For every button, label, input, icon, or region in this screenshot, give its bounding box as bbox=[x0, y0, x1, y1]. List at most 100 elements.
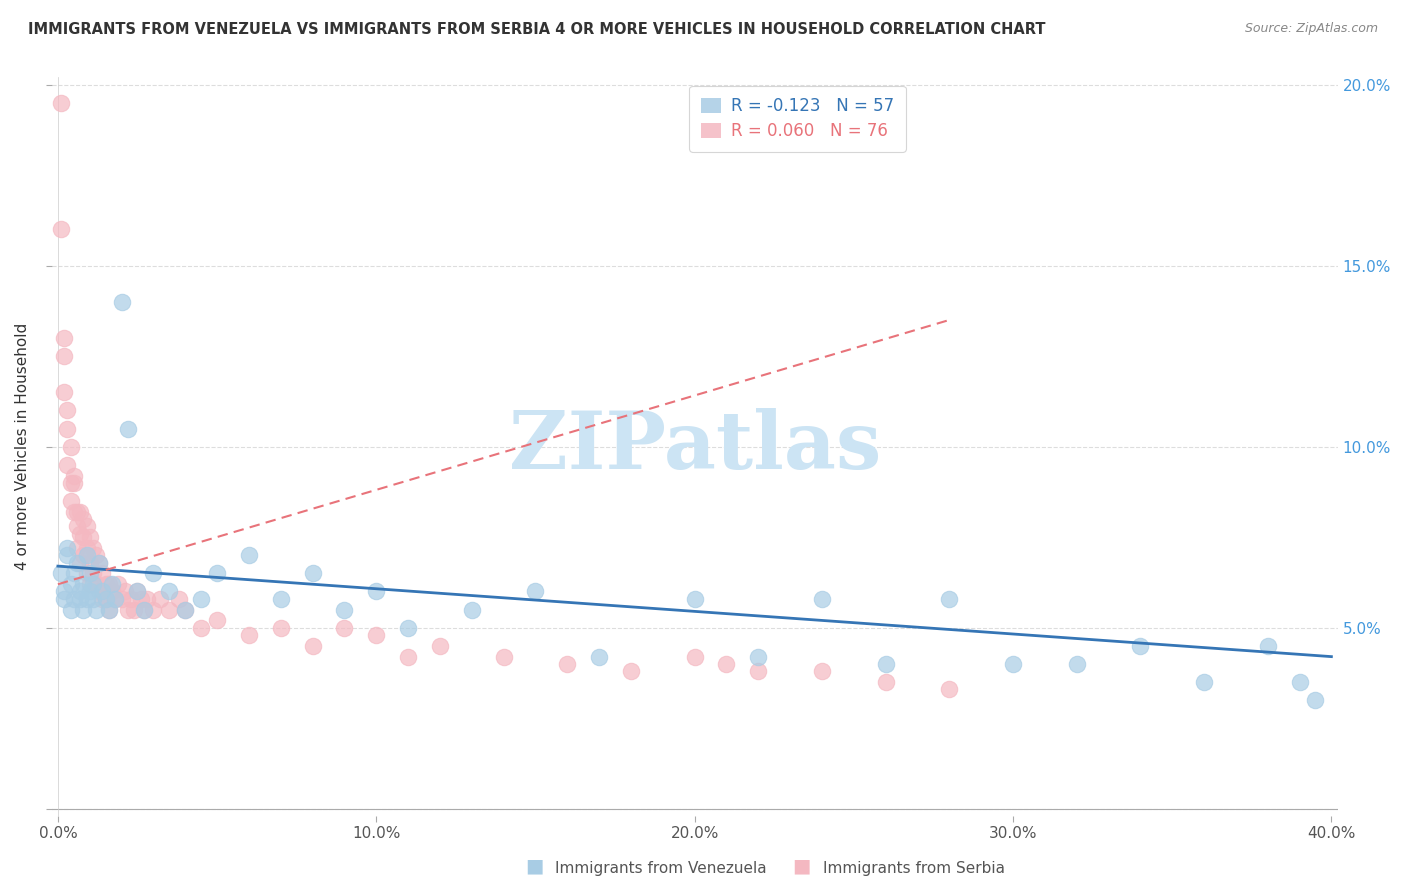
Point bbox=[94, 591, 117, 606]
Point bbox=[117, 602, 139, 616]
Point bbox=[127, 584, 149, 599]
Point bbox=[875, 657, 897, 671]
Point bbox=[333, 602, 356, 616]
Point bbox=[49, 222, 72, 236]
Point bbox=[53, 385, 76, 400]
Point bbox=[76, 591, 98, 606]
Point bbox=[301, 566, 323, 581]
Y-axis label: 4 or more Vehicles in Household: 4 or more Vehicles in Household bbox=[15, 323, 30, 570]
Point bbox=[49, 95, 72, 110]
Point bbox=[104, 591, 127, 606]
Point bbox=[683, 649, 706, 664]
Point bbox=[136, 591, 159, 606]
Point bbox=[190, 621, 212, 635]
Point bbox=[66, 505, 89, 519]
Point bbox=[72, 512, 94, 526]
Point bbox=[69, 584, 91, 599]
Point bbox=[110, 591, 132, 606]
Point bbox=[84, 602, 107, 616]
Point bbox=[107, 577, 129, 591]
Text: ■: ■ bbox=[524, 857, 544, 876]
Point bbox=[94, 577, 117, 591]
Point bbox=[62, 566, 84, 581]
Point bbox=[301, 639, 323, 653]
Point bbox=[97, 602, 120, 616]
Point bbox=[56, 403, 79, 417]
Text: ■: ■ bbox=[792, 857, 811, 876]
Point bbox=[56, 541, 79, 555]
Point bbox=[97, 602, 120, 616]
Point bbox=[366, 628, 388, 642]
Point bbox=[82, 577, 104, 591]
Point bbox=[82, 591, 104, 606]
Point bbox=[270, 591, 292, 606]
Point bbox=[82, 566, 104, 581]
Text: IMMIGRANTS FROM VENEZUELA VS IMMIGRANTS FROM SERBIA 4 OR MORE VEHICLES IN HOUSEH: IMMIGRANTS FROM VENEZUELA VS IMMIGRANTS … bbox=[28, 22, 1046, 37]
Point bbox=[461, 602, 484, 616]
Text: Source: ZipAtlas.com: Source: ZipAtlas.com bbox=[1244, 22, 1378, 36]
Point bbox=[82, 541, 104, 555]
Point bbox=[555, 657, 578, 671]
Point bbox=[84, 548, 107, 562]
Point bbox=[59, 602, 82, 616]
Point bbox=[69, 505, 91, 519]
Point bbox=[157, 584, 180, 599]
Point bbox=[190, 591, 212, 606]
Point bbox=[238, 628, 260, 642]
Point bbox=[66, 519, 89, 533]
Point bbox=[167, 591, 190, 606]
Point bbox=[811, 591, 834, 606]
Point bbox=[59, 494, 82, 508]
Point bbox=[89, 584, 111, 599]
Point bbox=[79, 530, 101, 544]
Point bbox=[72, 602, 94, 616]
Point bbox=[94, 591, 117, 606]
Point bbox=[56, 458, 79, 472]
Point bbox=[205, 614, 228, 628]
Point bbox=[114, 584, 136, 599]
Point bbox=[110, 294, 132, 309]
Point bbox=[1192, 675, 1215, 690]
Point bbox=[104, 591, 127, 606]
Point bbox=[66, 541, 89, 555]
Point bbox=[429, 639, 451, 653]
Point bbox=[620, 664, 643, 678]
Point bbox=[101, 577, 124, 591]
Point bbox=[811, 664, 834, 678]
Point bbox=[72, 530, 94, 544]
Point bbox=[205, 566, 228, 581]
Point bbox=[59, 475, 82, 490]
Point bbox=[76, 541, 98, 555]
Point bbox=[76, 566, 98, 581]
Point bbox=[174, 602, 197, 616]
Point bbox=[79, 556, 101, 570]
Point bbox=[127, 584, 149, 599]
Point bbox=[62, 591, 84, 606]
Point bbox=[132, 602, 155, 616]
Point bbox=[56, 421, 79, 435]
Point bbox=[132, 602, 155, 616]
Point bbox=[84, 577, 107, 591]
Point bbox=[524, 584, 547, 599]
Point bbox=[396, 621, 419, 635]
Point bbox=[62, 505, 84, 519]
Point bbox=[89, 556, 111, 570]
Point bbox=[747, 649, 769, 664]
Point bbox=[129, 591, 152, 606]
Point bbox=[53, 591, 76, 606]
Point bbox=[59, 577, 82, 591]
Point bbox=[366, 584, 388, 599]
Point bbox=[62, 468, 84, 483]
Point bbox=[333, 621, 356, 635]
Point bbox=[62, 475, 84, 490]
Point bbox=[56, 548, 79, 562]
Point bbox=[101, 584, 124, 599]
Point bbox=[1001, 657, 1024, 671]
Point bbox=[1066, 657, 1088, 671]
Text: Immigrants from Venezuela: Immigrants from Venezuela bbox=[555, 861, 768, 876]
Point bbox=[66, 556, 89, 570]
Point bbox=[149, 591, 172, 606]
Point bbox=[938, 682, 960, 697]
Point bbox=[588, 649, 610, 664]
Point bbox=[59, 440, 82, 454]
